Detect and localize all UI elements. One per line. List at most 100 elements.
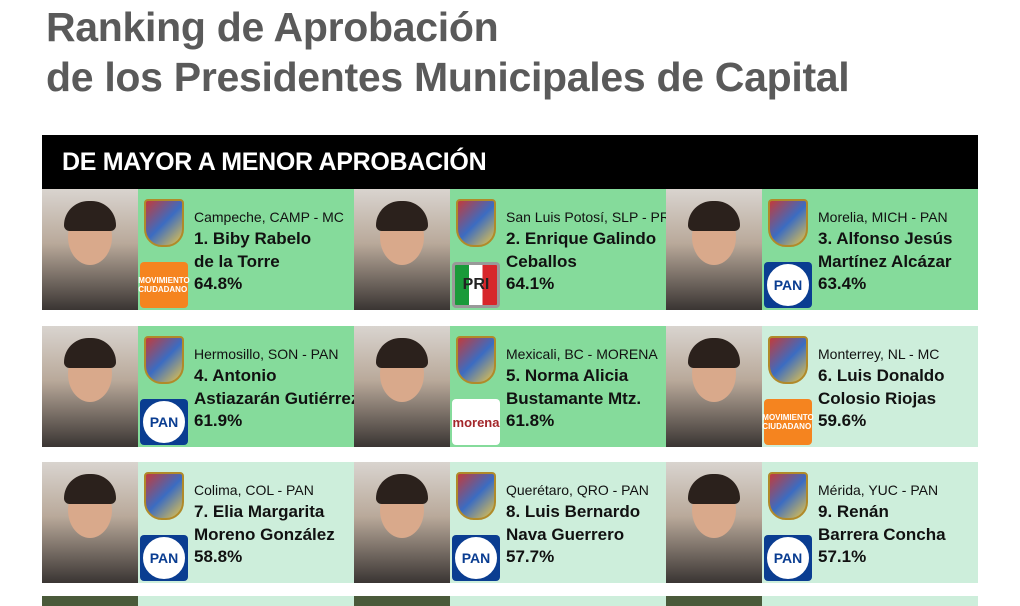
party-logo-icon: PAN (764, 262, 812, 308)
hair-shape (376, 201, 428, 231)
name-line-2: Bustamante Mtz. (506, 389, 642, 408)
name-line-1: 5. Norma Alicia (506, 366, 629, 385)
pan-logo-text: PAN (143, 401, 185, 443)
city-location: Campeche, CAMP - MC (194, 209, 344, 225)
party-logo-icon: morena (452, 399, 500, 445)
name-line-1: 7. Elia Margarita (194, 502, 325, 521)
mayor-name: 2. Enrique Galindo Ceballos (506, 227, 656, 273)
name-line-2: de la Torre (194, 252, 280, 271)
page-title: Ranking de Aprobación de los Presidentes… (46, 2, 850, 102)
ranking-card: PAN Colima, COL - PAN 7. Elia Margarita M… (42, 462, 354, 583)
name-line-2: Astiazarán Gutiérrez (194, 389, 360, 408)
approval-percent: 61.9% (194, 411, 243, 430)
approval-percent: 64.8% (194, 274, 243, 293)
mayor-name: 1. Biby Rabelo de la Torre (194, 227, 311, 273)
city-crest-icon (144, 336, 184, 384)
hair-shape (376, 338, 428, 368)
party-logo-icon: PAN (140, 535, 188, 581)
mayor-name: 5. Norma Alicia Bustamante Mtz. (506, 364, 641, 410)
city-crest-icon (144, 199, 184, 247)
ranking-card: PAN Morelia, MICH - PAN 3. Alfonso Jesús… (666, 189, 978, 310)
city-location: Morelia, MICH - PAN (818, 209, 948, 225)
city-crest-icon (456, 472, 496, 520)
hair-shape (64, 338, 116, 368)
section-header: DE MAYOR A MENOR APROBACIÓN (42, 135, 978, 189)
mayor-name: 6. Luis Donaldo Colosio Riojas (818, 364, 945, 410)
hair-shape (64, 474, 116, 504)
city-crest-icon (456, 336, 496, 384)
ranking-card: morena Mexicali, BC - MORENA 5. Norma Al… (354, 326, 666, 447)
info-panel: morena Mexicali, BC - MORENA 5. Norma Al… (450, 326, 666, 447)
approval-percent: 58.8% (194, 547, 243, 566)
party-logo-text: PRI (462, 276, 490, 293)
mayor-name: 8. Luis Bernardo Nava Guerrero (506, 500, 640, 546)
approval-percent: 63.4% (818, 274, 867, 293)
name-line-1: 1. Biby Rabelo (194, 229, 312, 248)
name-line-1: 8. Luis Bernardo (506, 502, 641, 521)
city-location: Monterrey, NL - MC (818, 346, 940, 362)
party-logo-icon: PAN (452, 535, 500, 581)
ranking-card: MOVIMIENTO CIUDADANO Campeche, CAMP - MC… (42, 189, 354, 310)
mayor-photo (42, 462, 138, 583)
city-crest-icon (768, 336, 808, 384)
info-panel: PRI San Luis Potosí, SLP - PRI 2. Enriqu… (450, 189, 674, 310)
city-crest-icon (768, 472, 808, 520)
party-logo-icon: PRI (452, 262, 500, 308)
mayor-photo (354, 326, 450, 447)
party-logo-icon: PAN (764, 535, 812, 581)
party-logo-text: MOVIMIENTO CIUDADANO (762, 413, 814, 431)
mayor-photo (666, 462, 762, 583)
info-panel: PAN Hermosillo, SON - PAN 4. Antonio Asti… (138, 326, 359, 447)
name-line-1: 2. Enrique Galindo (506, 229, 657, 248)
approval-percent: 57.7% (506, 547, 555, 566)
name-line-2: Moreno González (194, 525, 335, 544)
info-panel: MOVIMIENTO CIUDADANO Monterrey, NL - MC … (762, 326, 978, 447)
party-logo-text: MOVIMIENTO CIUDADANO (138, 276, 190, 294)
mayor-photo (354, 462, 450, 583)
name-line-1: 3. Alfonso Jesús (818, 229, 953, 248)
info-panel: PAN Morelia, MICH - PAN 3. Alfonso Jesús… (762, 189, 978, 310)
pan-logo-text: PAN (143, 537, 185, 579)
mayor-photo (354, 189, 450, 310)
city-location: Mexicali, BC - MORENA (506, 346, 658, 362)
city-location: San Luis Potosí, SLP - PRI (506, 209, 674, 225)
ranking-card: PAN Mérida, YUC - PAN 9. Renán Barrera Co… (666, 462, 978, 583)
mayor-name: 9. Renán Barrera Concha (818, 500, 946, 546)
next-row-card-edge (354, 596, 666, 606)
hair-shape (376, 474, 428, 504)
city-location: Querétaro, QRO - PAN (506, 482, 649, 498)
name-line-2: Martínez Alcázar (818, 252, 952, 271)
approval-percent: 57.1% (818, 547, 867, 566)
mayor-name: 3. Alfonso Jesús Martínez Alcázar (818, 227, 952, 273)
title-line-1: Ranking de Aprobación (46, 4, 499, 50)
next-row-card-edge (42, 596, 354, 606)
name-line-1: 4. Antonio (194, 366, 277, 385)
pan-logo-text: PAN (455, 537, 497, 579)
city-crest-icon (768, 199, 808, 247)
name-line-1: 6. Luis Donaldo (818, 366, 945, 385)
ranking-card: PAN Querétaro, QRO - PAN 8. Luis Bernard… (354, 462, 666, 583)
hair-shape (688, 338, 740, 368)
mayor-photo (42, 189, 138, 310)
hair-shape (688, 474, 740, 504)
info-panel: PAN Colima, COL - PAN 7. Elia Margarita M… (138, 462, 354, 583)
pan-logo-text: PAN (767, 537, 809, 579)
mayor-photo (42, 326, 138, 447)
mayor-name: 4. Antonio Astiazarán Gutiérrez (194, 364, 359, 410)
party-logo-text: morena (452, 414, 500, 430)
info-panel: PAN Mérida, YUC - PAN 9. Renán Barrera Co… (762, 462, 978, 583)
info-panel: PAN Querétaro, QRO - PAN 8. Luis Bernard… (450, 462, 666, 583)
city-crest-icon (456, 199, 496, 247)
party-logo-icon: MOVIMIENTO CIUDADANO (138, 262, 190, 308)
hair-shape (64, 201, 116, 231)
info-panel: MOVIMIENTO CIUDADANO Campeche, CAMP - MC… (138, 189, 354, 310)
ranking-card: MOVIMIENTO CIUDADANO Monterrey, NL - MC … (666, 326, 978, 447)
mayor-name: 7. Elia Margarita Moreno González (194, 500, 335, 546)
name-line-2: Barrera Concha (818, 525, 946, 544)
ranking-card: PAN Hermosillo, SON - PAN 4. Antonio Asti… (42, 326, 359, 447)
mayor-photo (666, 189, 762, 310)
city-location: Mérida, YUC - PAN (818, 482, 939, 498)
name-line-1: 9. Renán (818, 502, 889, 521)
section-header-text: DE MAYOR A MENOR APROBACIÓN (62, 148, 487, 176)
name-line-2: Ceballos (506, 252, 577, 271)
